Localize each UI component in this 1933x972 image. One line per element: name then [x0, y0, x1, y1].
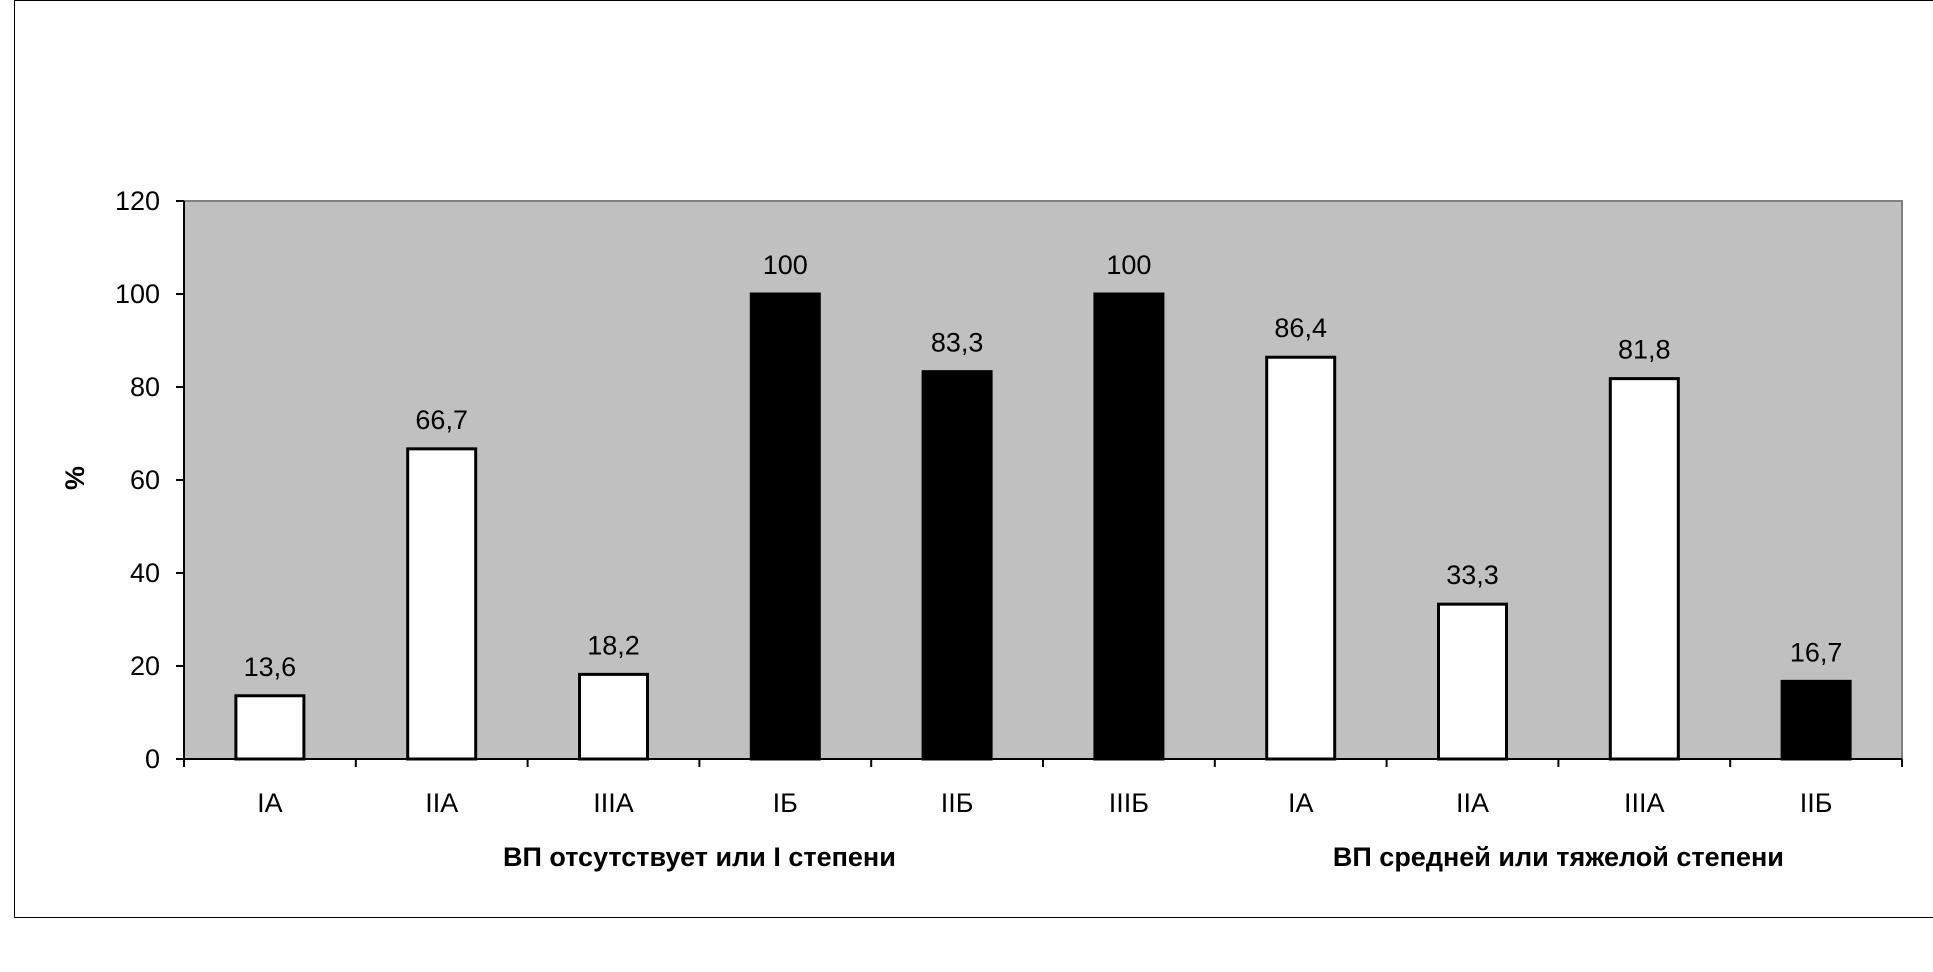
- x-tick-label: IIIA: [593, 788, 634, 818]
- y-axis-title: %: [60, 466, 90, 490]
- bar: [1093, 292, 1165, 761]
- x-tick-label: IIIБ: [1109, 788, 1149, 818]
- x-tick-label: IIA: [1456, 788, 1489, 818]
- y-tick-label: 60: [130, 465, 160, 495]
- y-tick-label: 0: [145, 744, 160, 774]
- bar: [1437, 602, 1508, 761]
- bar: [578, 672, 649, 761]
- y-tick-label: 20: [130, 651, 160, 681]
- group-labels: ВП отсутствует или I степени ВП средней и…: [503, 842, 1784, 872]
- data-label: 100: [763, 250, 808, 280]
- bar: [1265, 355, 1337, 761]
- y-tick-label: 40: [130, 558, 160, 588]
- y-tick-label: 80: [130, 372, 160, 402]
- bar: [234, 694, 306, 761]
- y-axis: 0 20 40 60 80 100 120: [115, 186, 185, 774]
- bar: [749, 292, 821, 761]
- data-label: 83,3: [931, 328, 984, 358]
- data-label: 81,8: [1618, 335, 1671, 365]
- data-label: 86,4: [1274, 313, 1327, 343]
- data-label: 100: [1106, 250, 1151, 280]
- y-tick-label: 120: [115, 186, 160, 216]
- bar: [1608, 377, 1680, 761]
- x-tick-label: IБ: [773, 788, 798, 818]
- bar: [1780, 679, 1852, 761]
- value-labels: 13,6 66,7 18,2 100 83,3 100 86,4 33,3 81,8 16,7: [244, 250, 1843, 682]
- data-label: 16,7: [1790, 637, 1843, 667]
- group-label: ВП отсутствует или I степени: [503, 842, 896, 872]
- group-label: ВП средней или тяжелой степени: [1333, 842, 1784, 872]
- data-label: 33,3: [1446, 560, 1499, 590]
- bars: [234, 292, 1852, 761]
- x-tick-label: IIA: [425, 788, 458, 818]
- data-label: 18,2: [587, 630, 640, 660]
- category-labels: IA IIA IIIA IБ IIБ IIIБ IA IIA IIIA IIБ: [257, 788, 1832, 818]
- data-label: 13,6: [244, 652, 297, 682]
- bar: [921, 370, 993, 761]
- bar: [406, 447, 478, 761]
- y-tick-label: 100: [115, 279, 160, 309]
- chart-frame: [14, 0, 1933, 918]
- x-tick-label: IIБ: [1800, 788, 1833, 818]
- data-label: 66,7: [415, 405, 468, 435]
- x-tick-label: IA: [1288, 788, 1314, 818]
- x-tick-label: IIIA: [1624, 788, 1665, 818]
- x-tick-label: IIБ: [941, 788, 974, 818]
- x-tick-label: IA: [257, 788, 283, 818]
